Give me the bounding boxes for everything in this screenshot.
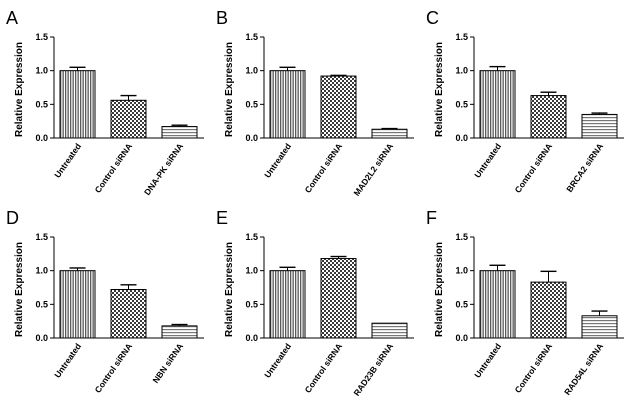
y-tick-label: 0.5 [35, 99, 48, 109]
y-tick-label: 1.0 [35, 266, 48, 276]
y-tick-label: 0.5 [455, 299, 468, 309]
y-tick-label: 1.5 [35, 32, 48, 42]
panel-label: E [216, 208, 228, 228]
category-label: NBN siRNA [150, 341, 185, 385]
bar-1 [269, 70, 306, 139]
y-tick-label: 1.0 [35, 66, 48, 76]
category-label: Untreated [262, 141, 293, 179]
y-tick-label: 0.0 [35, 133, 48, 143]
chart-panel-a: A Relative Expression 0.0 0.5 1.0 1.5 Untreate… [6, 8, 204, 197]
bar-3 [581, 315, 618, 339]
y-tick-label: 1.0 [245, 66, 258, 76]
bar-3 [161, 325, 198, 339]
y-tick-label: 0.5 [35, 299, 48, 309]
y-tick-label: 0.5 [245, 99, 258, 109]
bar-1 [59, 270, 96, 339]
bar-2 [110, 289, 147, 339]
y-tick-label: 1.5 [245, 32, 258, 42]
y-tick-label: 1.0 [245, 266, 258, 276]
chart-panel-d: D Relative Expression 0.0 0.5 1.0 1.5 Untreate… [6, 208, 204, 395]
category-label: MAD2L2 siRNA [351, 141, 395, 197]
panel-label: A [6, 8, 18, 28]
y-tick-label: 1.5 [245, 232, 258, 242]
category-label: RAD23B siRNA [351, 341, 395, 397]
y-tick-label: 0.0 [455, 133, 468, 143]
category-label: Untreated [472, 341, 503, 379]
y-tick-label: 1.0 [455, 266, 468, 276]
y-tick-label: 0.0 [455, 333, 468, 343]
category-label: Untreated [262, 341, 293, 379]
y-tick-label: 1.5 [455, 232, 468, 242]
chart-panel-c: C Relative Expression 0.0 0.5 1.0 1.5 Untreate… [426, 8, 624, 195]
bar-2 [530, 281, 567, 339]
category-label: Untreated [52, 341, 83, 379]
y-axis-label: Relative Expression [434, 242, 445, 337]
category-label: Control siRNA [513, 341, 555, 394]
y-axis-label: Relative Expression [14, 42, 25, 137]
y-axis-label: Relative Expression [224, 42, 235, 137]
y-tick-label: 0.0 [35, 333, 48, 343]
bar-1 [479, 70, 516, 139]
y-tick-label: 0.0 [245, 333, 258, 343]
y-tick-label: 1.5 [35, 232, 48, 242]
y-tick-label: 1.0 [455, 66, 468, 76]
y-tick-label: 0.5 [455, 99, 468, 109]
category-label: RAD54L siRNA [562, 341, 605, 397]
y-tick-label: 0.0 [245, 133, 258, 143]
y-tick-label: 1.5 [455, 32, 468, 42]
bar-3 [371, 128, 408, 139]
panel-label: B [216, 8, 228, 28]
category-label: Control siRNA [93, 341, 135, 394]
category-label: Control siRNA [513, 141, 555, 194]
bar-1 [479, 270, 516, 339]
panels: A Relative Expression 0.0 0.5 1.0 1.5 Untreate… [6, 8, 624, 398]
chart-panel-b: B Relative Expression 0.0 0.5 1.0 1.5 Untreate… [216, 8, 414, 198]
bar-2 [320, 75, 357, 139]
panel-label: F [426, 208, 437, 228]
y-axis-label: Relative Expression [434, 42, 445, 137]
bar-3 [161, 126, 198, 139]
y-axis-label: Relative Expression [224, 242, 235, 337]
category-label: Control siRNA [93, 141, 135, 194]
bar-3 [581, 113, 618, 139]
category-label: BRCA2 siRNA [564, 141, 605, 194]
bar-2 [110, 99, 147, 139]
category-label: Control siRNA [303, 141, 345, 194]
panel-label: D [6, 208, 19, 228]
bar-2 [320, 258, 357, 339]
y-axis-label: Relative Expression [14, 242, 25, 337]
chart-panel-f: F Relative Expression 0.0 0.5 1.0 1.5 Untreate… [426, 208, 624, 397]
panel-label: C [426, 8, 439, 28]
bar-1 [269, 270, 306, 339]
chart-panel-e: E Relative Expression 0.0 0.5 1.0 1.5 Untreate… [216, 208, 414, 398]
bar-3 [371, 322, 408, 339]
y-tick-label: 0.5 [245, 299, 258, 309]
category-label: DNA-PK siRNA [142, 141, 185, 197]
bar-1 [59, 70, 96, 139]
category-label: Untreated [52, 141, 83, 179]
category-label: Untreated [472, 141, 503, 179]
category-label: Control siRNA [303, 341, 345, 394]
bar-2 [530, 95, 567, 139]
